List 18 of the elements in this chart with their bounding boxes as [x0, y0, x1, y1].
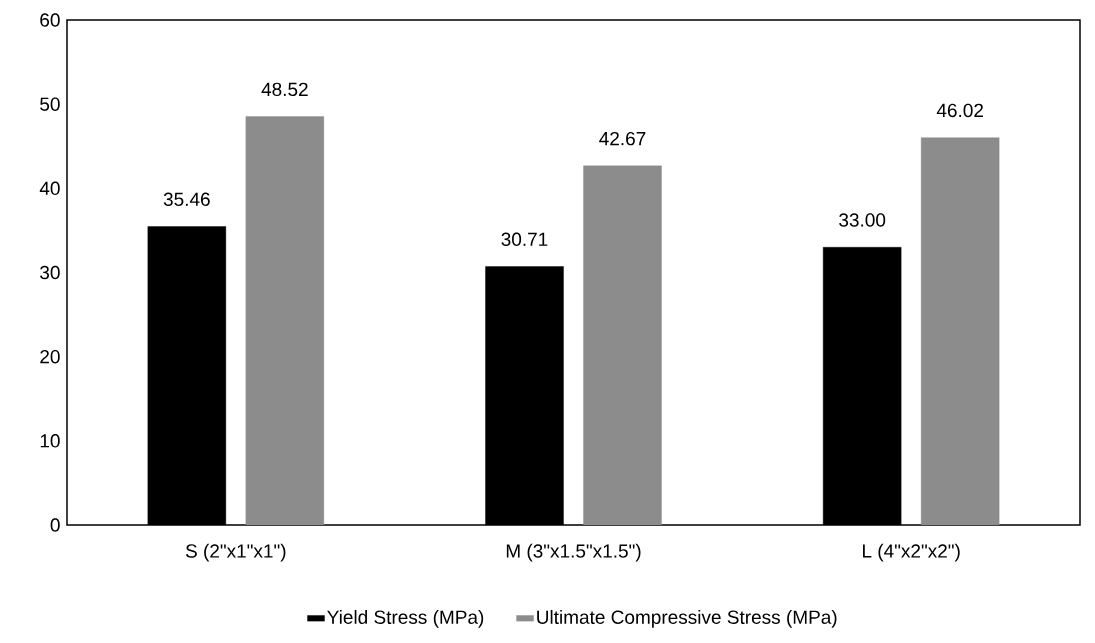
- data-label: 30.71: [501, 232, 548, 246]
- x-tick-label: M (3"x1.5"x1.5"): [506, 543, 641, 562]
- y-tick-label: 50: [40, 97, 60, 111]
- x-tick-label: S (2"x1"x1"): [185, 543, 286, 562]
- y-tick-label: 0: [50, 518, 60, 532]
- data-label: 46.02: [936, 103, 983, 118]
- legend-label: Ultimate Compressive Stress (MPa): [537, 609, 837, 628]
- legend-label: Yield Stress (MPa): [327, 609, 484, 628]
- data-label: 42.67: [599, 131, 646, 146]
- data-label: 35.46: [163, 192, 210, 207]
- y-tick-label: 40: [39, 181, 60, 196]
- y-tick-label: 10: [40, 434, 60, 448]
- y-tick-label: 20: [40, 349, 60, 364]
- data-label: 48.52: [261, 82, 308, 97]
- y-tick-label: 30: [40, 265, 60, 280]
- x-tick-label: L (4"x2"x2"): [863, 543, 960, 562]
- data-label: 33.00: [839, 213, 886, 227]
- y-tick-label: 60: [40, 13, 60, 27]
